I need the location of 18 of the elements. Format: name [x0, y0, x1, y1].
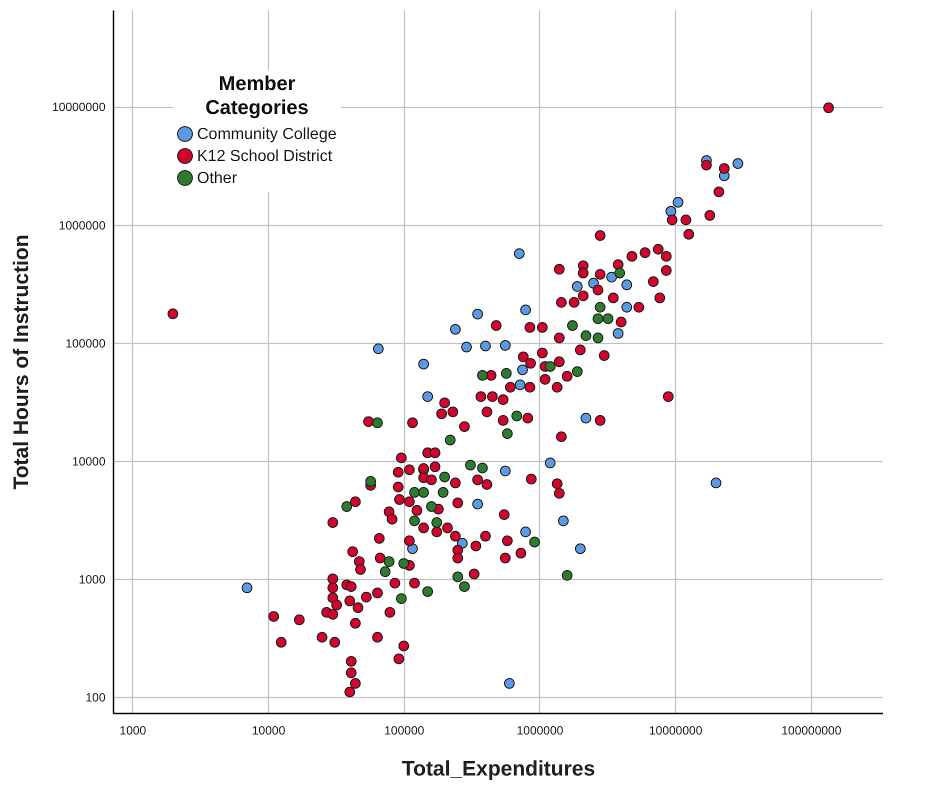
x-tick-label: 1000 [120, 724, 147, 738]
x-tick-label: 100000 [384, 724, 425, 738]
x-axis-title: Total_Expenditures [402, 758, 596, 780]
legend-title: Member Categories [205, 73, 309, 119]
y-tick-label: 10000 [72, 454, 106, 468]
y-axis-title: Total Hours of Instruction [10, 234, 34, 490]
x-tick-label: 10000 [252, 724, 286, 738]
legend-label: Community College [197, 126, 337, 143]
legend-label: K12 School District [197, 148, 333, 165]
x-tick-label: 1000000 [516, 724, 564, 738]
x-tick-label: 100000000 [781, 724, 842, 738]
y-tick-label: 1000 [78, 572, 106, 586]
y-tick-label: 100 [85, 690, 106, 704]
x-tick-label: 10000000 [648, 724, 703, 738]
y-tick-label: 100000 [65, 336, 106, 350]
y-tick-label: 1000000 [58, 218, 106, 232]
legend-label: Other [197, 170, 238, 187]
y-tick-label: 10000000 [52, 100, 106, 114]
